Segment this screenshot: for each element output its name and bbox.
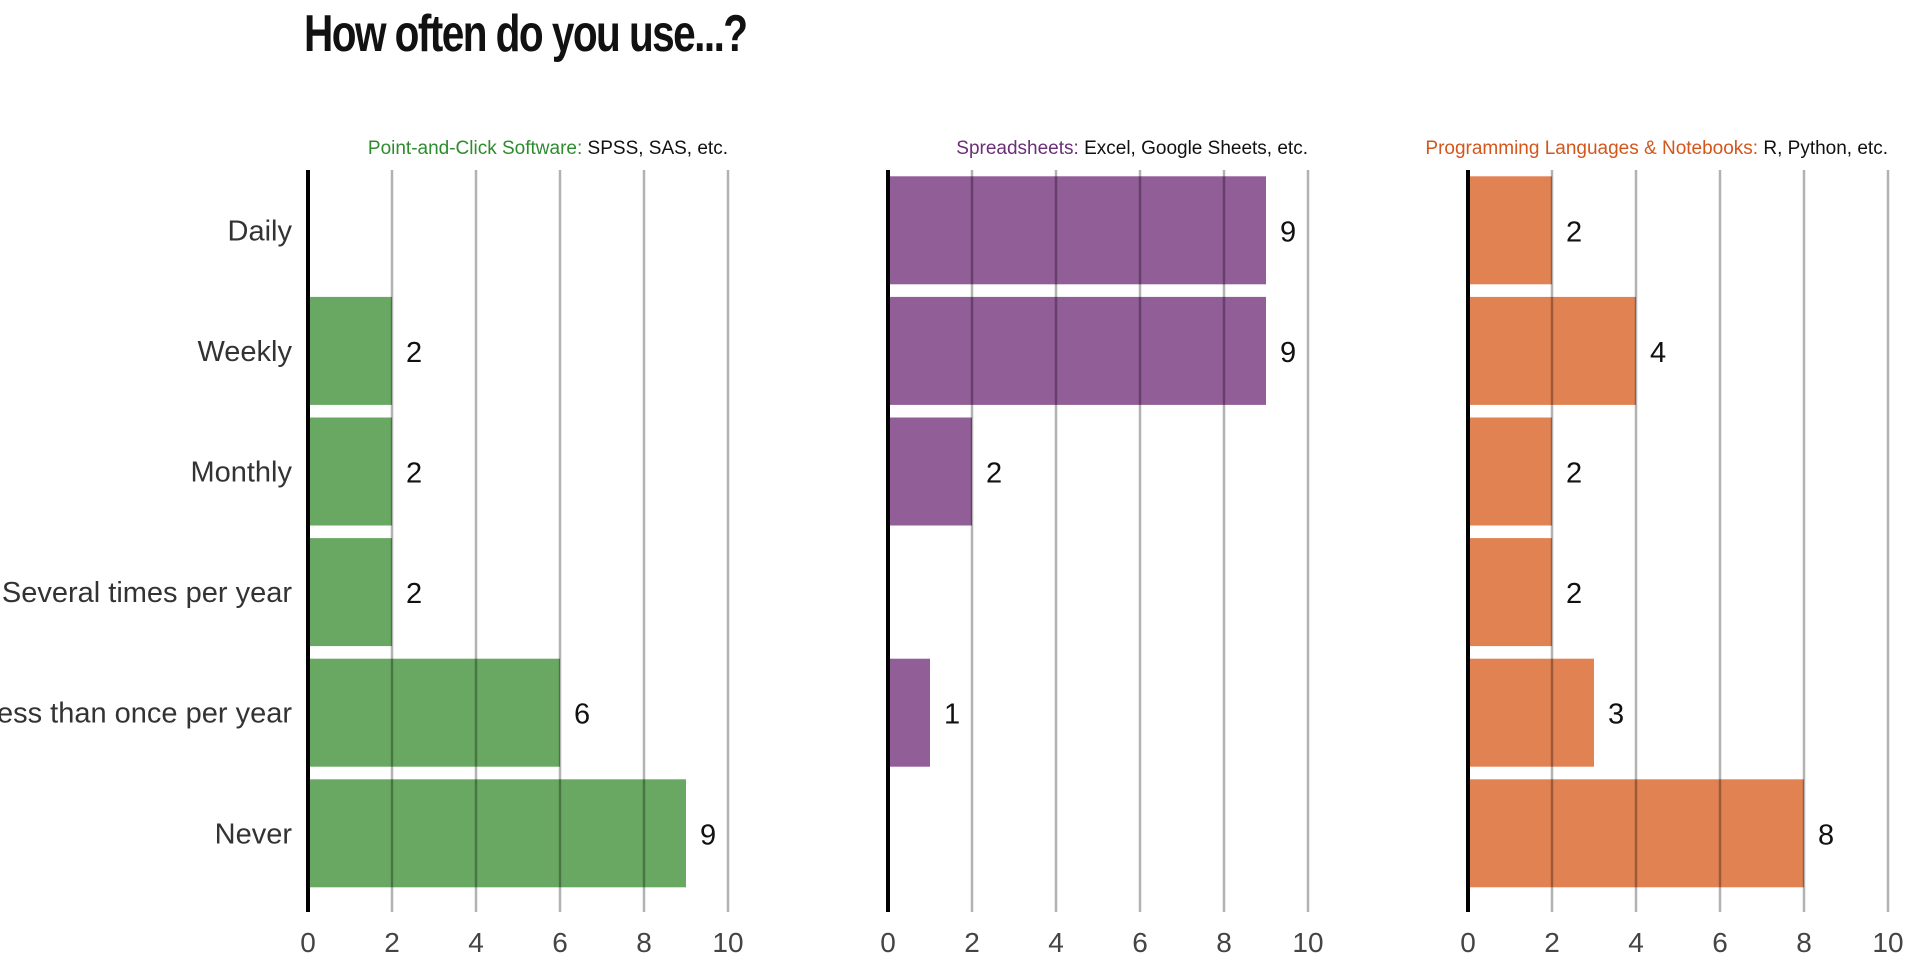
x-axis-tick-label: 8 <box>1216 927 1232 958</box>
x-axis-tick-label: 2 <box>1544 927 1560 958</box>
bar <box>888 658 930 767</box>
bar-value-label: 6 <box>574 699 590 731</box>
bar <box>308 538 392 647</box>
bar <box>888 296 1266 405</box>
x-axis-tick-label: 2 <box>384 927 400 958</box>
bar-value-label: 3 <box>1608 699 1624 731</box>
x-axis-tick-label: 6 <box>1132 927 1148 958</box>
panel-subtitle-description: Excel, Google Sheets, etc. <box>1079 138 1308 159</box>
x-axis-tick-label: 0 <box>1460 927 1476 958</box>
bar <box>1468 779 1804 888</box>
bar-value-label: 2 <box>1566 578 1582 610</box>
panel-subtitle-description: R, Python, etc. <box>1758 138 1888 159</box>
bar <box>308 779 686 888</box>
bar-value-label: 9 <box>1280 337 1296 369</box>
x-axis-tick-label: 8 <box>636 927 652 958</box>
bar <box>1468 176 1552 285</box>
x-axis-tick-label: 10 <box>712 927 743 958</box>
x-axis-tick-label: 4 <box>468 927 484 958</box>
chart-title: How often do you use...? <box>304 5 748 63</box>
panel-1: Point-and-Click Software: SPSS, SAS, etc… <box>300 138 743 958</box>
bar <box>888 176 1266 285</box>
y-axis-category-label: Never <box>215 818 293 850</box>
x-axis-tick-label: 10 <box>1872 927 1903 958</box>
panel-subtitle: Spreadsheets: Excel, Google Sheets, etc. <box>956 138 1308 159</box>
y-axis-category-label: Several times per year <box>2 577 292 609</box>
x-axis-tick-label: 6 <box>1712 927 1728 958</box>
bar <box>1468 417 1552 526</box>
panel-2: Spreadsheets: Excel, Google Sheets, etc.… <box>880 138 1323 958</box>
x-axis-tick-label: 0 <box>880 927 896 958</box>
bar-value-label: 2 <box>406 578 422 610</box>
bar-value-label: 2 <box>1566 216 1582 248</box>
bar <box>1468 538 1552 647</box>
x-axis-tick-label: 4 <box>1048 927 1064 958</box>
panel-3: Programming Languages & Notebooks: R, Py… <box>1425 138 1903 958</box>
bar-value-label: 2 <box>406 337 422 369</box>
x-axis-tick-label: 4 <box>1628 927 1644 958</box>
bar <box>308 658 560 767</box>
bar-value-label: 1 <box>944 699 960 731</box>
bar-value-label: 2 <box>986 458 1002 490</box>
bar-value-label: 9 <box>700 819 716 851</box>
bar <box>888 417 972 526</box>
y-axis-category-label: Weekly <box>197 336 292 368</box>
bar <box>1468 296 1636 405</box>
y-axis-category-label: Less than once per year <box>0 698 292 730</box>
bar <box>1468 658 1594 767</box>
bar-value-label: 2 <box>406 458 422 490</box>
bar-value-label: 4 <box>1650 337 1666 369</box>
bar-value-label: 9 <box>1280 216 1296 248</box>
bar-value-label: 8 <box>1818 819 1834 851</box>
panel-subtitle-description: SPSS, SAS, etc. <box>582 138 728 159</box>
x-axis-tick-label: 8 <box>1796 927 1812 958</box>
panel-subtitle-category: Programming Languages & Notebooks: <box>1425 138 1758 159</box>
panel-subtitle: Point-and-Click Software: SPSS, SAS, etc… <box>368 138 728 159</box>
panel-subtitle-category: Point-and-Click Software: <box>368 138 582 159</box>
panel-subtitle: Programming Languages & Notebooks: R, Py… <box>1425 138 1888 159</box>
x-axis-tick-label: 2 <box>964 927 980 958</box>
bar <box>308 417 392 526</box>
x-axis-tick-label: 0 <box>300 927 316 958</box>
y-axis-category-label: Monthly <box>190 457 292 489</box>
x-axis-tick-label: 10 <box>1292 927 1323 958</box>
panel-subtitle-category: Spreadsheets: <box>956 138 1079 159</box>
x-axis-tick-label: 6 <box>552 927 568 958</box>
bar-value-label: 2 <box>1566 458 1582 490</box>
bar <box>308 296 392 405</box>
y-axis-category-label: Daily <box>228 215 293 247</box>
